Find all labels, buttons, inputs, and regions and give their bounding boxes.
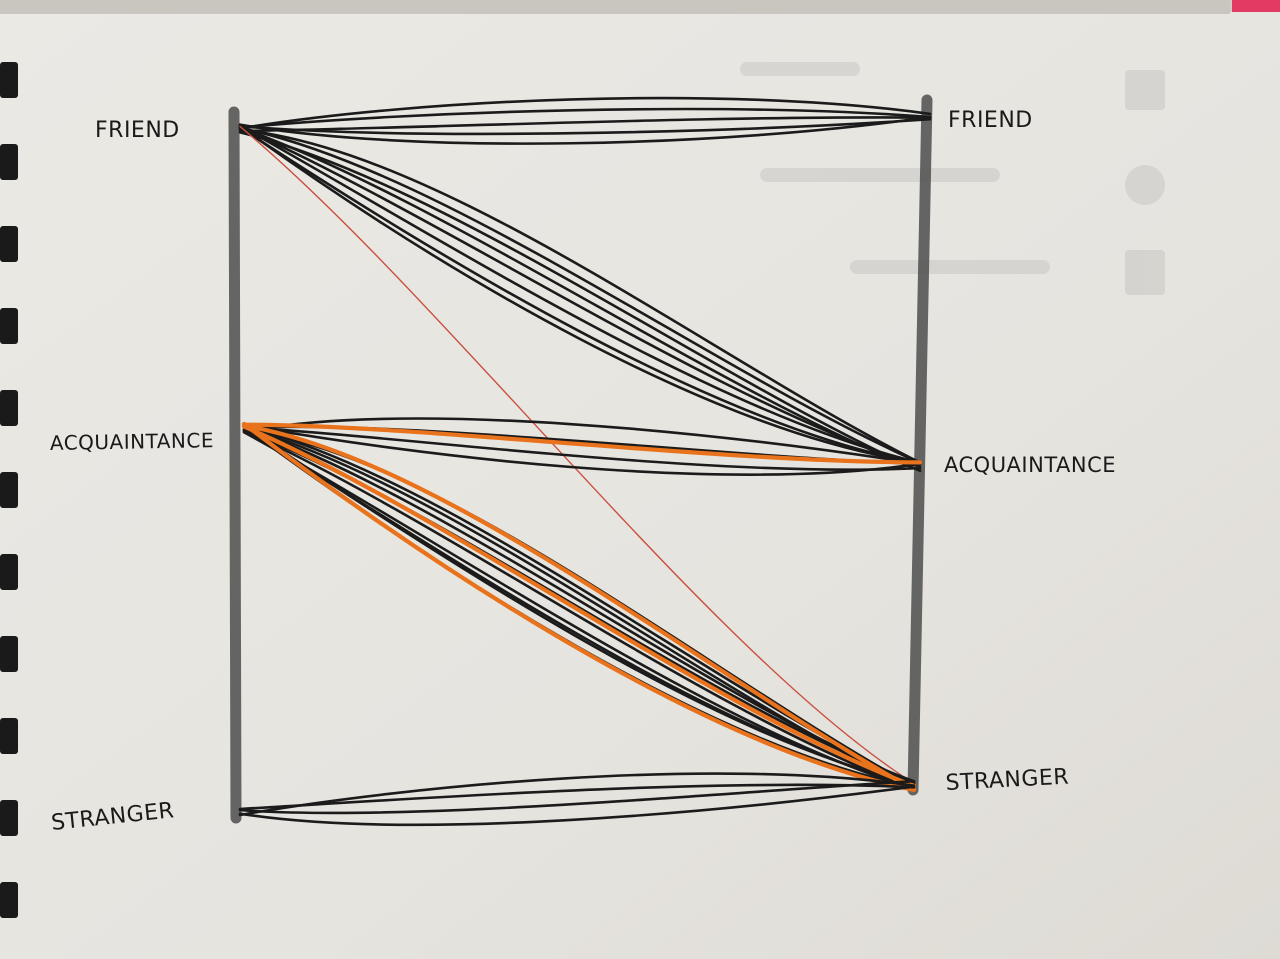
paper-sheet [0,12,1280,959]
binding-hole [0,882,18,918]
binding-hole [0,390,18,426]
binding-hole [0,718,18,754]
pink-corner [1232,0,1280,12]
binding-hole [0,554,18,590]
top-edge [0,0,1230,14]
binding-hole [0,62,18,98]
left-label-friend: FRIEND [95,118,180,143]
right-label-friend: FRIEND [948,108,1033,133]
binding-hole [0,226,18,262]
left-axis [234,112,236,818]
left-label-acquaintance: ACQUAINTANCE [50,428,215,455]
binding-hole [0,472,18,508]
binding-hole [0,800,18,836]
binding-hole [0,308,18,344]
binding-hole [0,636,18,672]
right-label-acquaintance: ACQUAINTANCE [944,453,1116,477]
binding-hole [0,144,18,180]
